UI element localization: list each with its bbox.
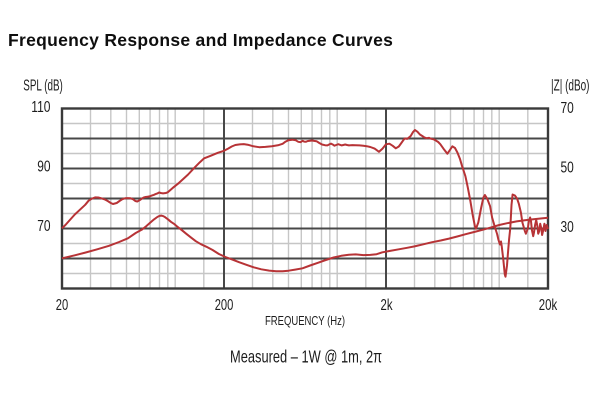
svg-text:20k: 20k	[539, 297, 558, 314]
svg-text:2k: 2k	[381, 297, 394, 314]
svg-text:200: 200	[215, 297, 234, 314]
svg-text:|Z| (dBo): |Z| (dBo)	[551, 78, 590, 95]
svg-text:70: 70	[37, 218, 50, 235]
svg-text:110: 110	[31, 99, 50, 116]
svg-text:50: 50	[561, 159, 574, 176]
svg-text:20: 20	[56, 297, 68, 314]
svg-text:70: 70	[561, 100, 574, 117]
svg-text:30: 30	[561, 219, 574, 236]
svg-text:FREQUENCY (Hz): FREQUENCY (Hz)	[265, 313, 345, 328]
svg-text:SPL (dB): SPL (dB)	[23, 78, 63, 95]
svg-text:Measured – 1W @ 1m, 2π: Measured – 1W @ 1m, 2π	[230, 347, 382, 367]
svg-text:90: 90	[37, 158, 50, 175]
